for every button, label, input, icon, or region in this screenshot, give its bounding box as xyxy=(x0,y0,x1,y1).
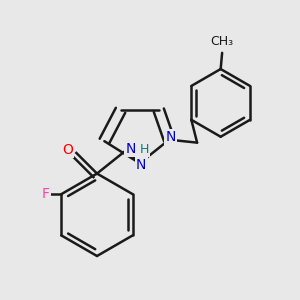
Text: CH₃: CH₃ xyxy=(211,34,234,47)
Text: F: F xyxy=(42,187,50,201)
Text: N: N xyxy=(165,130,176,144)
Text: O: O xyxy=(62,143,73,157)
Text: N: N xyxy=(126,142,136,155)
Text: H: H xyxy=(140,143,149,157)
Text: N: N xyxy=(136,158,146,172)
